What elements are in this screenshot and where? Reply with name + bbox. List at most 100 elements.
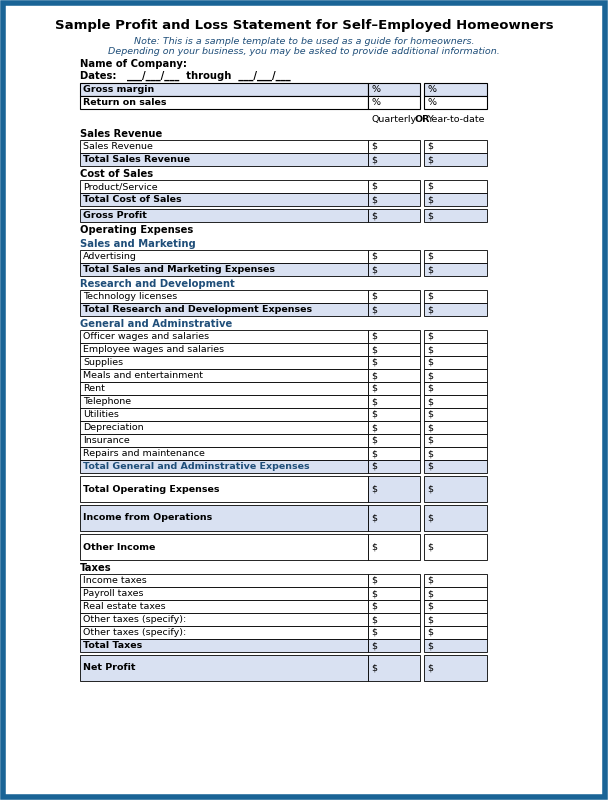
Text: $: $ (427, 292, 433, 301)
Text: $: $ (427, 615, 433, 624)
Text: $: $ (371, 485, 377, 494)
Text: $: $ (371, 602, 377, 611)
Text: Note: This is a sample template to be used as a guide for homeowners.: Note: This is a sample template to be us… (134, 38, 474, 46)
Bar (368, 180, 420, 193)
Bar (80, 600, 368, 613)
Bar (424, 382, 487, 395)
Bar (80, 434, 368, 447)
Text: Utilities: Utilities (83, 410, 119, 419)
Text: Quarterly: Quarterly (371, 114, 416, 123)
Text: Cost of Sales: Cost of Sales (80, 169, 153, 179)
Text: $: $ (427, 641, 433, 650)
Text: Real estate taxes: Real estate taxes (83, 602, 165, 611)
Bar (424, 639, 487, 652)
Text: $: $ (371, 211, 377, 220)
Text: Product/Service: Product/Service (83, 182, 157, 191)
Bar (424, 613, 487, 626)
Bar (368, 153, 420, 166)
Bar (424, 180, 487, 193)
Text: Gross Profit: Gross Profit (83, 211, 147, 220)
Bar (424, 626, 487, 639)
Bar (424, 476, 487, 502)
Text: $: $ (371, 292, 377, 301)
Text: $: $ (427, 142, 433, 151)
Bar (368, 447, 420, 460)
Text: $: $ (427, 449, 433, 458)
Text: $: $ (427, 542, 433, 551)
Text: Meals and entertainment: Meals and entertainment (83, 371, 203, 380)
Text: $: $ (427, 602, 433, 611)
Text: %: % (371, 85, 380, 94)
Bar (80, 83, 368, 96)
Text: $: $ (427, 410, 433, 419)
Bar (368, 140, 420, 153)
Bar (424, 290, 487, 303)
Bar (368, 382, 420, 395)
Bar (368, 655, 420, 681)
Bar (368, 574, 420, 587)
Bar (80, 505, 368, 531)
Text: $: $ (371, 332, 377, 341)
Text: Total Sales and Marketing Expenses: Total Sales and Marketing Expenses (83, 265, 275, 274)
Bar (80, 587, 368, 600)
Bar (80, 421, 368, 434)
Bar (424, 505, 487, 531)
Bar (368, 96, 420, 109)
Text: $: $ (371, 142, 377, 151)
Bar (424, 96, 487, 109)
Text: $: $ (427, 155, 433, 164)
Bar (424, 250, 487, 263)
Bar (368, 639, 420, 652)
Bar (368, 356, 420, 369)
Text: Advertising: Advertising (83, 252, 137, 261)
Text: Insurance: Insurance (83, 436, 130, 445)
Text: $: $ (371, 358, 377, 367)
Text: Employee wages and salaries: Employee wages and salaries (83, 345, 224, 354)
Text: $: $ (427, 628, 433, 637)
Text: Name of Company:: Name of Company: (80, 59, 187, 69)
Text: $: $ (371, 628, 377, 637)
Text: Sales Revenue: Sales Revenue (80, 129, 162, 139)
Text: $: $ (427, 436, 433, 445)
Text: $: $ (371, 195, 377, 204)
Bar (424, 263, 487, 276)
Bar (424, 343, 487, 356)
Bar (424, 356, 487, 369)
Bar (368, 434, 420, 447)
Text: $: $ (427, 345, 433, 354)
Bar (368, 250, 420, 263)
Text: OR: OR (414, 114, 430, 123)
Bar (80, 140, 368, 153)
Text: $: $ (427, 358, 433, 367)
Text: $: $ (427, 265, 433, 274)
Text: $: $ (371, 345, 377, 354)
Bar (368, 505, 420, 531)
Bar (368, 613, 420, 626)
Bar (80, 303, 368, 316)
Bar (368, 209, 420, 222)
Bar (80, 369, 368, 382)
Text: Dates:   ___/___/___  through  ___/___/___: Dates: ___/___/___ through ___/___/___ (80, 71, 291, 81)
Bar (368, 587, 420, 600)
Bar (424, 140, 487, 153)
Bar (368, 369, 420, 382)
Text: $: $ (427, 252, 433, 261)
Text: Sales and Marketing: Sales and Marketing (80, 239, 196, 249)
Text: Payroll taxes: Payroll taxes (83, 589, 143, 598)
Bar (80, 395, 368, 408)
Text: $: $ (427, 305, 433, 314)
Text: Rent: Rent (83, 384, 105, 393)
Bar (368, 626, 420, 639)
Text: Total Operating Expenses: Total Operating Expenses (83, 485, 219, 494)
Text: $: $ (371, 155, 377, 164)
Text: Total General and Adminstrative Expenses: Total General and Adminstrative Expenses (83, 462, 309, 471)
Bar (368, 290, 420, 303)
Bar (424, 303, 487, 316)
Bar (80, 408, 368, 421)
Text: $: $ (371, 576, 377, 585)
Text: $: $ (371, 449, 377, 458)
Text: $: $ (371, 182, 377, 191)
Bar (80, 613, 368, 626)
Bar (368, 83, 420, 96)
Text: Income taxes: Income taxes (83, 576, 147, 585)
